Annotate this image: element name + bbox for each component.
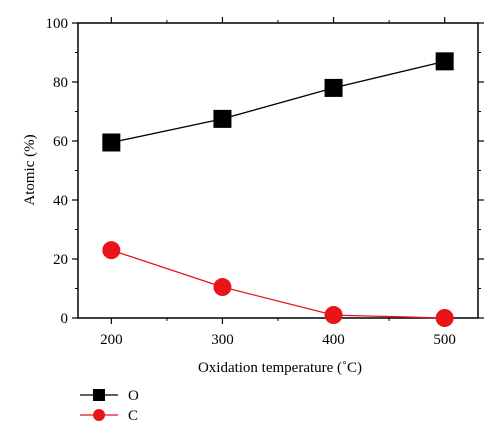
y-tick-label: 100 [46,16,69,32]
y-axis-ticks: 0 20 40 60 80 100 [46,16,484,327]
legend-c-label: C [128,408,138,424]
series-c-point [435,309,454,327]
x-tick-label: 200 [100,332,123,348]
series-o-point [102,133,121,152]
y-tick-label: 80 [53,75,68,91]
x-axis-ticks: 200 300 400 500 [100,17,456,348]
legend: OC [80,388,139,424]
x-tick-label: 300 [211,332,234,348]
series-c-point [102,241,121,260]
x-axis-title: Oxidation temperature (˚C) [198,360,362,376]
series-o-point [213,109,232,128]
series-layer [102,52,454,327]
y-tick-label: 60 [53,134,68,150]
series-o-line [111,60,445,144]
series-c-point [324,306,343,325]
series-c-point [213,278,232,297]
legend-o-marker [93,389,105,401]
series-o-point [324,78,343,97]
x-tick-label: 400 [322,332,345,348]
legend-o-label: O [128,388,139,404]
y-axis-title: Atomic (%) [22,134,38,205]
series-c-line [111,249,445,319]
x-tick-label: 500 [433,332,456,348]
legend-c-marker [93,409,105,421]
y-tick-label: 40 [53,193,68,209]
series-o-point [435,52,454,71]
y-tick-label: 20 [53,252,68,268]
y-tick-label: 0 [61,311,69,327]
